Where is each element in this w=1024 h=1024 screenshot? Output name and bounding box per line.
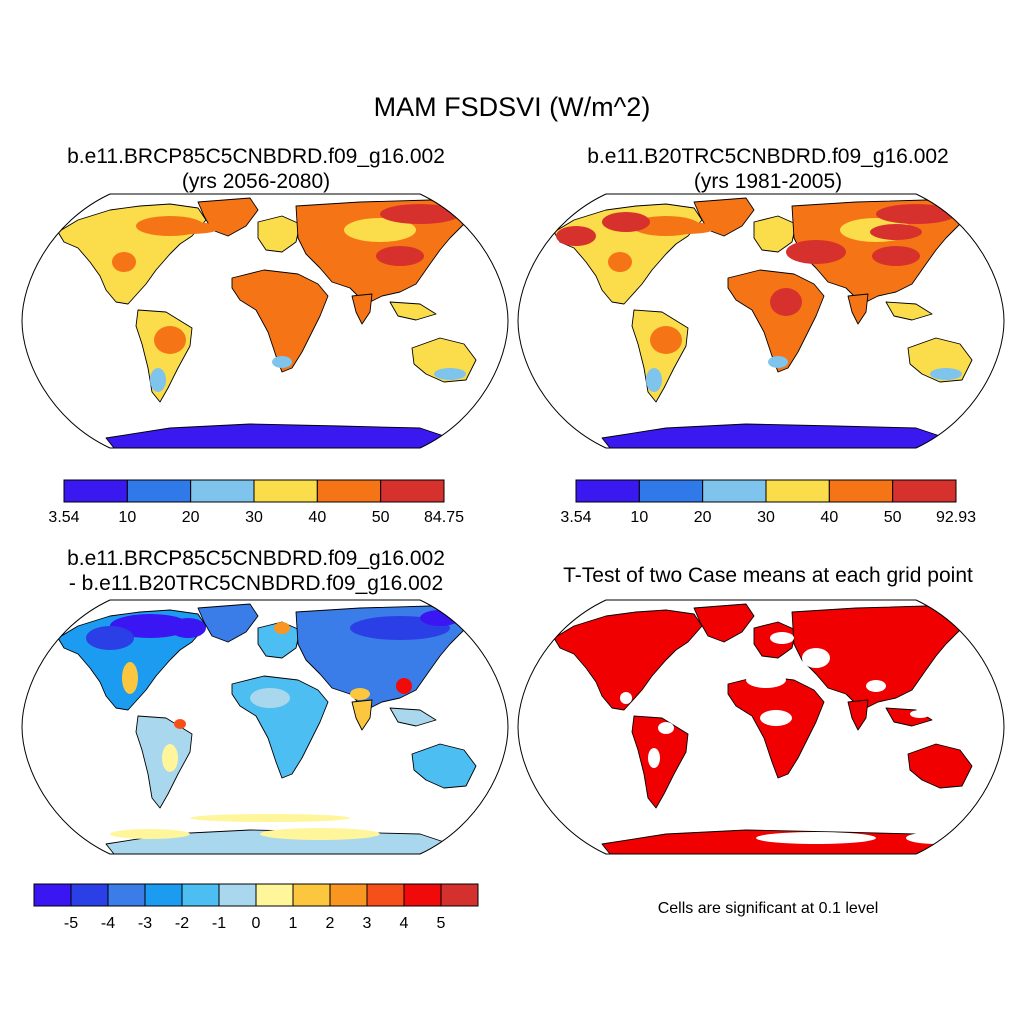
colorbar-tick-label: 10	[630, 509, 648, 526]
colorbar-swatch	[403, 883, 442, 907]
panel3-title-line2: - b.e11.B20TRC5CNBDRD.f09_g16.002	[68, 572, 444, 595]
colorbar-swatch	[366, 883, 405, 907]
colorbar-tick-label: 92.93	[936, 509, 976, 526]
colorbar-tick-label: 50	[884, 509, 902, 526]
figure-title: MAM FSDSVI (W/m^2)	[373, 92, 651, 122]
colorbar-tick-label: 30	[757, 509, 775, 526]
colorbar-difference: -5 -4 -3 -2 -1 0 1 2 3 4 5	[33, 883, 479, 932]
colorbar-swatch	[702, 479, 767, 503]
map-panel-difference	[21, 599, 509, 855]
panel4-title: T-Test of two Case means at each grid po…	[563, 564, 973, 587]
colorbar-tick-label: 30	[245, 509, 263, 526]
colorbar-tick-label: 1	[289, 915, 298, 932]
colorbar-tick-label: -2	[175, 915, 189, 932]
colorbar-tick-label: 20	[694, 509, 712, 526]
colorbar-swatch	[255, 883, 294, 907]
colorbar-swatch	[218, 883, 257, 907]
colorbar-swatch	[329, 883, 368, 907]
colorbar-swatch	[292, 883, 331, 907]
colorbar-swatch	[144, 883, 183, 907]
colorbar-tick-label: 3.54	[560, 509, 591, 526]
colorbar-swatch	[253, 479, 318, 503]
colorbar-control: 3.54 10 20 30 40 50 92.93	[560, 479, 976, 526]
colorbar-tick-label: 50	[372, 509, 390, 526]
colorbar-swatch	[575, 479, 640, 503]
panel1-title-line1: b.e11.BRCP85C5CNBDRD.f09_g16.002	[67, 145, 445, 168]
colorbar-tick-label: -4	[101, 915, 115, 932]
panel1-title-line2: (yrs 2056-2080)	[181, 170, 331, 193]
map-panel-control	[517, 193, 1005, 449]
colorbar-swatch	[316, 479, 382, 503]
colorbar-swatch	[70, 883, 109, 907]
colorbar-swatch	[181, 883, 220, 907]
colorbar-tick-label: 20	[182, 509, 200, 526]
colorbar-swatch	[892, 479, 957, 503]
colorbar-tick-label: 4	[400, 915, 409, 932]
colorbar-tick-label: -1	[212, 915, 226, 932]
colorbar-tick-label: 84.75	[424, 509, 464, 526]
significance-footnote: Cells are significant at 0.1 level	[657, 900, 879, 917]
colorbar-swatch	[33, 883, 72, 907]
colorbar-tick-label: 10	[118, 509, 136, 526]
colorbar-swatch	[107, 883, 146, 907]
colorbar-swatch	[190, 479, 255, 503]
colorbar-swatch	[380, 479, 445, 503]
colorbar-case: 3.54 10 20 30 40 50 84.75	[48, 479, 464, 526]
colorbar-tick-label: 2	[326, 915, 335, 932]
colorbar-swatch	[63, 479, 128, 503]
colorbar-tick-label: 40	[308, 509, 326, 526]
colorbar-tick-label: 5	[437, 915, 446, 932]
colorbar-tick-label: 3	[363, 915, 372, 932]
panel2-title-line1: b.e11.B20TRC5CNBDRD.f09_g16.002	[587, 145, 949, 168]
colorbar-swatch	[765, 479, 830, 503]
colorbar-swatch	[638, 479, 704, 503]
colorbar-tick-label: 0	[252, 915, 261, 932]
map-panel-case	[21, 193, 509, 449]
panel3-title-line1: b.e11.BRCP85C5CNBDRD.f09_g16.002	[67, 547, 445, 570]
colorbar-swatch	[440, 883, 479, 907]
colorbar-tick-label: -5	[64, 915, 78, 932]
colorbar-tick-label: 40	[820, 509, 838, 526]
colorbar-swatch	[126, 479, 192, 503]
panel2-title-line2: (yrs 1981-2005)	[693, 170, 843, 193]
colorbar-tick-label: -3	[138, 915, 152, 932]
map-panel-ttest	[517, 599, 1005, 855]
colorbar-swatch	[828, 479, 894, 503]
colorbar-tick-label: 3.54	[48, 509, 79, 526]
